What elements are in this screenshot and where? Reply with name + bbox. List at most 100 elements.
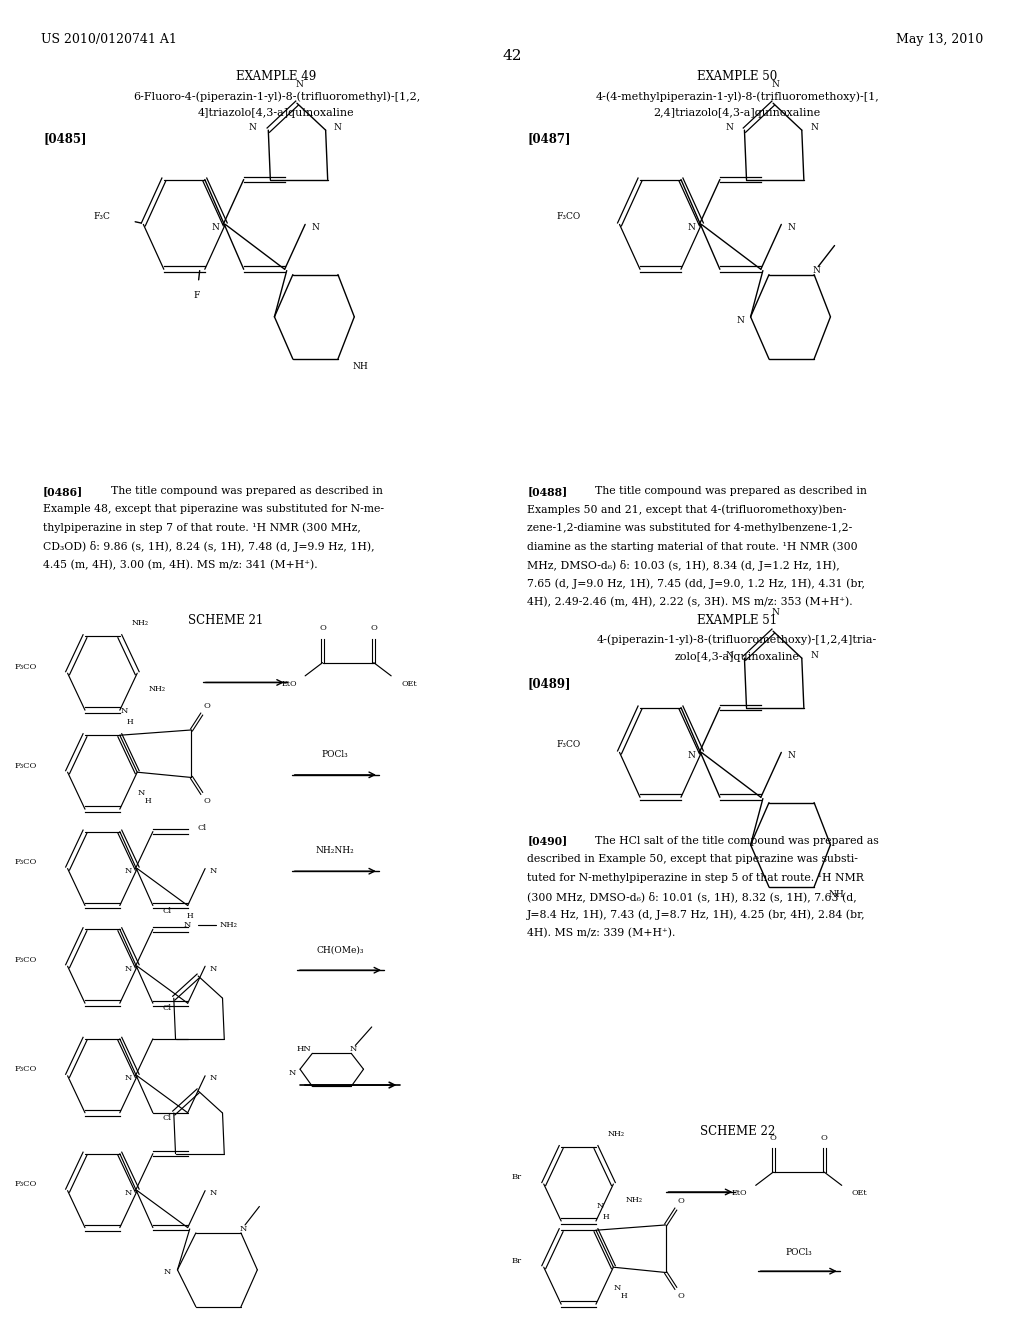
Text: Br: Br <box>511 1257 521 1265</box>
Text: N: N <box>810 123 818 132</box>
Text: N: N <box>184 921 191 929</box>
Text: N: N <box>240 1225 247 1233</box>
Text: N: N <box>687 223 695 231</box>
Text: O: O <box>204 797 210 805</box>
Text: 4]triazolo[4,3-a]quinoxaline: 4]triazolo[4,3-a]quinoxaline <box>199 108 354 119</box>
Text: Example 48, except that piperazine was substituted for N-me-: Example 48, except that piperazine was s… <box>43 504 384 515</box>
Text: N: N <box>125 1074 132 1082</box>
Text: 4-(4-methylpiperazin-1-yl)-8-(trifluoromethoxy)-[1,: 4-(4-methylpiperazin-1-yl)-8-(trifluorom… <box>595 91 880 102</box>
Text: O: O <box>204 702 210 710</box>
Text: NH₂: NH₂ <box>608 1130 625 1138</box>
Text: [0485]: [0485] <box>43 132 86 145</box>
Text: POCl₃: POCl₃ <box>322 750 348 759</box>
Text: N: N <box>288 1069 296 1077</box>
Text: N: N <box>596 1203 604 1210</box>
Text: N: N <box>210 1189 217 1197</box>
Text: F₃CO: F₃CO <box>14 956 37 964</box>
Text: 7.65 (d, J=9.0 Hz, 1H), 7.45 (dd, J=9.0, 1.2 Hz, 1H), 4.31 (br,: 7.65 (d, J=9.0 Hz, 1H), 7.45 (dd, J=9.0,… <box>527 578 865 589</box>
Text: F₃CO: F₃CO <box>14 1065 37 1073</box>
Text: zene-1,2-diamine was substituted for 4-methylbenzene-1,2-: zene-1,2-diamine was substituted for 4-m… <box>527 523 853 533</box>
Text: N: N <box>125 867 132 875</box>
Text: H: H <box>603 1213 609 1221</box>
Text: N: N <box>812 267 820 275</box>
Text: thylpiperazine in step 7 of that route. ¹H NMR (300 MHz,: thylpiperazine in step 7 of that route. … <box>43 523 360 533</box>
Text: N: N <box>210 965 217 973</box>
Text: F₃C: F₃C <box>94 213 111 220</box>
Text: F₃CO: F₃CO <box>14 1180 37 1188</box>
Text: described in Example 50, except that piperazine was substi-: described in Example 50, except that pip… <box>527 854 858 865</box>
Text: 42: 42 <box>502 49 522 63</box>
Text: NH: NH <box>352 363 369 371</box>
Text: NH₂: NH₂ <box>132 619 148 627</box>
Text: 4H). MS m/z: 339 (M+H⁺).: 4H). MS m/z: 339 (M+H⁺). <box>527 928 676 939</box>
Text: N: N <box>311 223 319 231</box>
Text: H: H <box>186 912 194 920</box>
Text: May 13, 2010: May 13, 2010 <box>896 33 983 46</box>
Text: N: N <box>771 609 779 618</box>
Text: NH₂: NH₂ <box>626 1196 642 1204</box>
Text: N: N <box>787 751 796 759</box>
Text: F: F <box>194 292 200 300</box>
Text: Cl: Cl <box>198 824 207 832</box>
Text: H: H <box>144 797 151 805</box>
Text: [0488]: [0488] <box>527 486 567 496</box>
Text: NH₂: NH₂ <box>220 921 238 929</box>
Text: EXAMPLE 49: EXAMPLE 49 <box>237 70 316 83</box>
Text: N: N <box>736 317 744 325</box>
Text: N: N <box>125 965 132 973</box>
Text: N: N <box>810 651 818 660</box>
Text: NH₂NH₂: NH₂NH₂ <box>315 846 354 855</box>
Text: N: N <box>164 1269 171 1276</box>
Text: OEt: OEt <box>401 680 417 688</box>
Text: O: O <box>770 1134 776 1142</box>
Text: [0486]: [0486] <box>43 486 83 496</box>
Text: N: N <box>120 708 128 715</box>
Text: O: O <box>678 1292 684 1300</box>
Text: SCHEME 22: SCHEME 22 <box>699 1125 775 1138</box>
Text: N: N <box>725 123 733 132</box>
Text: N: N <box>725 651 733 660</box>
Text: SCHEME 21: SCHEME 21 <box>187 614 263 627</box>
Text: N: N <box>771 81 779 90</box>
Text: EtO: EtO <box>732 1189 748 1197</box>
Text: (300 MHz, DMSO-d₆) δ: 10.01 (s, 1H), 8.32 (s, 1H), 7.63 (d,: (300 MHz, DMSO-d₆) δ: 10.01 (s, 1H), 8.3… <box>527 891 857 902</box>
Text: J=8.4 Hz, 1H), 7.43 (d, J=8.7 Hz, 1H), 4.25 (br, 4H), 2.84 (br,: J=8.4 Hz, 1H), 7.43 (d, J=8.7 Hz, 1H), 4… <box>527 909 866 920</box>
Text: F₃CO: F₃CO <box>14 663 37 671</box>
Text: F₃CO: F₃CO <box>556 213 581 220</box>
Text: 6-Fluoro-4-(piperazin-1-yl)-8-(trifluoromethyl)-[1,2,: 6-Fluoro-4-(piperazin-1-yl)-8-(trifluoro… <box>133 91 420 102</box>
Text: US 2010/0120741 A1: US 2010/0120741 A1 <box>41 33 177 46</box>
Text: [0489]: [0489] <box>527 677 570 690</box>
Text: Examples 50 and 21, except that 4-(trifluoromethoxy)ben-: Examples 50 and 21, except that 4-(trifl… <box>527 504 847 515</box>
Text: OEt: OEt <box>852 1189 867 1197</box>
Text: O: O <box>821 1134 827 1142</box>
Text: N: N <box>125 1189 132 1197</box>
Text: 4.45 (m, 4H), 3.00 (m, 4H). MS m/z: 341 (M+H⁺).: 4.45 (m, 4H), 3.00 (m, 4H). MS m/z: 341 … <box>43 560 317 570</box>
Text: H: H <box>621 1292 627 1300</box>
Text: N: N <box>295 81 303 90</box>
Text: EtO: EtO <box>282 680 297 688</box>
Text: The HCl salt of the title compound was prepared as: The HCl salt of the title compound was p… <box>595 836 879 846</box>
Text: Cl: Cl <box>163 907 172 915</box>
Text: F₃CO: F₃CO <box>556 741 581 748</box>
Text: [0487]: [0487] <box>527 132 570 145</box>
Text: tuted for N-methylpiperazine in step 5 of that route. ¹H NMR: tuted for N-methylpiperazine in step 5 o… <box>527 873 864 883</box>
Text: NH₂: NH₂ <box>150 685 166 693</box>
Text: POCl₃: POCl₃ <box>785 1247 812 1257</box>
Text: zolo[4,3-a]quinoxaline: zolo[4,3-a]quinoxaline <box>675 652 800 663</box>
Text: N: N <box>211 223 219 231</box>
Text: diamine as the starting material of that route. ¹H NMR (300: diamine as the starting material of that… <box>527 541 858 552</box>
Text: N: N <box>210 1074 217 1082</box>
Text: CH(OMe)₃: CH(OMe)₃ <box>316 945 364 954</box>
Text: N: N <box>687 751 695 759</box>
Text: N: N <box>613 1284 622 1292</box>
Text: N: N <box>137 789 145 797</box>
Text: O: O <box>371 624 377 632</box>
Text: The title compound was prepared as described in: The title compound was prepared as descr… <box>111 486 383 496</box>
Text: N: N <box>349 1045 357 1053</box>
Text: F₃CO: F₃CO <box>14 858 37 866</box>
Text: Br: Br <box>511 1173 521 1181</box>
Text: HN: HN <box>297 1045 311 1053</box>
Text: 4-(piperazin-1-yl)-8-(trifluoromethoxy)-[1,2,4]tria-: 4-(piperazin-1-yl)-8-(trifluoromethoxy)-… <box>597 635 878 645</box>
Text: N: N <box>787 223 796 231</box>
Text: The title compound was prepared as described in: The title compound was prepared as descr… <box>595 486 867 496</box>
